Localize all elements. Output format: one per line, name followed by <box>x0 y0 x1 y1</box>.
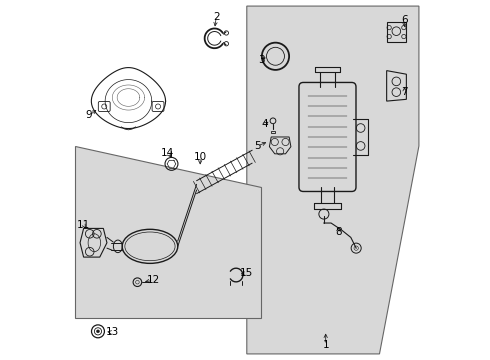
Text: 7: 7 <box>401 87 408 97</box>
Text: 1: 1 <box>322 340 329 350</box>
Text: 14: 14 <box>161 148 174 158</box>
Polygon shape <box>247 6 419 354</box>
Text: 9: 9 <box>86 111 92 121</box>
Text: 8: 8 <box>335 227 342 237</box>
Text: 13: 13 <box>106 327 119 337</box>
Text: 3: 3 <box>258 55 265 65</box>
Text: 2: 2 <box>213 12 220 22</box>
Text: 11: 11 <box>77 220 90 230</box>
Polygon shape <box>74 146 261 318</box>
Text: 4: 4 <box>261 120 268 129</box>
Text: 5: 5 <box>254 141 261 151</box>
Text: 6: 6 <box>401 15 408 26</box>
Text: 10: 10 <box>194 152 207 162</box>
Text: 15: 15 <box>240 268 253 278</box>
Text: 12: 12 <box>147 275 160 285</box>
Circle shape <box>97 330 99 333</box>
